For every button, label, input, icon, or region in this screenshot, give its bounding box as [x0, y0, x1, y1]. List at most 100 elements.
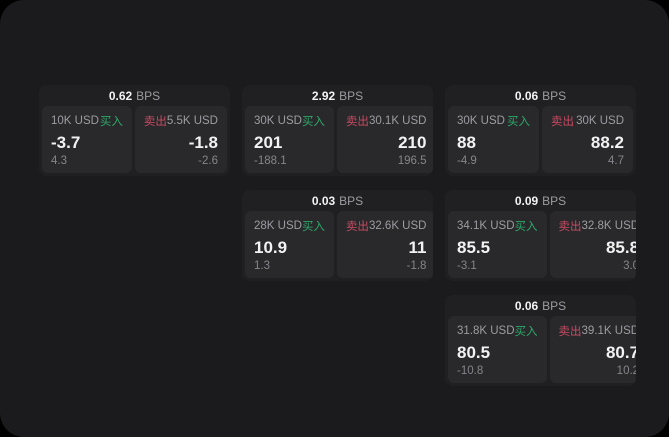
bps-unit-label: BPS: [339, 193, 364, 208]
bps-value: 0.09: [514, 193, 539, 208]
bps-unit-label: BPS: [542, 193, 567, 208]
panel-row: 30K USD 买入 88 -4.9 卖出 30K USD 88.2 4.7: [445, 106, 636, 176]
sell-panel-top: 卖出 32.8K USD: [559, 218, 636, 234]
buy-tag: 买入: [514, 326, 538, 338]
sell-tag: 卖出: [345, 116, 369, 128]
buy-panel-top: 34.1K USD 买入: [457, 218, 538, 234]
buy-panel-top: 31.8K USD 买入: [457, 323, 538, 339]
sell-panel-top: 卖出 30.1K USD: [346, 113, 427, 129]
buy-panel[interactable]: 31.8K USD 买入 80.5 -10.8: [448, 316, 547, 383]
buy-price: 85.5: [457, 237, 491, 257]
bps-value: 0.06: [514, 298, 539, 313]
buy-tag: 买入: [99, 116, 123, 128]
buy-amount: 28K USD: [254, 220, 302, 232]
buy-price: 201: [254, 132, 283, 152]
sell-tag: 卖出: [143, 116, 167, 128]
sell-price: 88.2: [590, 132, 624, 152]
bps-unit-label: BPS: [542, 88, 567, 103]
buy-sub-value: 1.3: [254, 260, 270, 272]
buy-price: 80.5: [457, 342, 491, 362]
sell-price: -1.8: [188, 132, 218, 152]
buy-tag: 买入: [301, 221, 325, 233]
sell-price: 11: [408, 237, 427, 257]
sell-panel[interactable]: 卖出 32.6K USD 11 -1.8: [336, 211, 433, 278]
buy-panel-top: 30K USD 买入: [254, 113, 325, 129]
panel-row: 31.8K USD 买入 80.5 -10.8 卖出 39.1K USD 80.…: [445, 316, 636, 386]
quote-card: 0.09 BPS 34.1K USD 买入 85.5 -3.1 卖出 32.8K…: [445, 190, 636, 281]
buy-panel-top: 10K USD 买入: [51, 113, 123, 129]
panel-row: 28K USD 买入 10.9 1.3 卖出 32.6K USD 11 -1.8: [242, 211, 433, 281]
sell-amount: 30K USD: [576, 115, 624, 127]
buy-price: 10.9: [254, 237, 288, 257]
sell-panel[interactable]: 卖出 30K USD 88.2 4.7: [542, 106, 633, 173]
bps-value: 0.06: [514, 88, 539, 103]
bps-unit-label: BPS: [136, 88, 161, 103]
bps-value: 0.62: [108, 88, 133, 103]
buy-price: 88: [457, 132, 476, 152]
buy-sub-value: -10.8: [457, 365, 484, 377]
sell-tag: 卖出: [558, 221, 582, 233]
buy-panel-top: 30K USD 买入: [457, 113, 530, 129]
sell-panel-top: 卖出 39.1K USD: [559, 323, 636, 339]
buy-panel[interactable]: 34.1K USD 买入 85.5 -3.1: [448, 211, 547, 278]
sell-price: 80.7: [605, 342, 636, 362]
sell-panel[interactable]: 卖出 39.1K USD 80.7 10.2: [549, 316, 636, 383]
buy-amount: 30K USD: [254, 115, 302, 127]
panel-row: 30K USD 买入 201 -188.1 卖出 30.1K USD 210 1…: [242, 106, 433, 176]
buy-tag: 买入: [301, 116, 325, 128]
buy-panel[interactable]: 10K USD 买入 -3.7 4.3: [42, 106, 132, 173]
sell-sub-value: -1.8: [406, 260, 427, 272]
buy-tag: 买入: [507, 116, 530, 128]
sell-amount: 30.1K USD: [368, 115, 427, 127]
quote-card: 0.62 BPS 10K USD 买入 -3.7 4.3 卖出 5.5K USD…: [39, 85, 230, 176]
buy-tag: 买入: [514, 221, 538, 233]
card-header: 0.06 BPS: [445, 85, 636, 106]
card-header: 0.06 BPS: [445, 295, 636, 316]
quote-card-grid: 0.62 BPS 10K USD 买入 -3.7 4.3 卖出 5.5K USD…: [39, 85, 636, 386]
card-header: 2.92 BPS: [242, 85, 433, 106]
sell-sub-value: 3.0: [623, 260, 636, 272]
sell-panel[interactable]: 卖出 32.8K USD 85.8 3.0: [549, 211, 636, 278]
sell-price: 210: [398, 132, 427, 152]
panel-row: 34.1K USD 买入 85.5 -3.1 卖出 32.8K USD 85.8…: [445, 211, 636, 281]
buy-amount: 10K USD: [51, 115, 99, 127]
sell-panel-top: 卖出 5.5K USD: [144, 113, 218, 129]
buy-amount: 30K USD: [457, 115, 505, 127]
sell-sub-value: 196.5: [397, 155, 427, 167]
quote-card: 2.92 BPS 30K USD 买入 201 -188.1 卖出 30.1K …: [242, 85, 433, 176]
sell-tag: 卖出: [551, 116, 574, 128]
sell-sub-value: 10.2: [616, 365, 636, 377]
bps-unit-label: BPS: [339, 88, 364, 103]
buy-amount: 31.8K USD: [457, 325, 515, 337]
card-header: 0.09 BPS: [445, 190, 636, 211]
buy-panel-top: 28K USD 买入: [254, 218, 325, 234]
sell-panel[interactable]: 卖出 30.1K USD 210 196.5: [336, 106, 433, 173]
buy-panel[interactable]: 28K USD 买入 10.9 1.3: [245, 211, 334, 278]
sell-tag: 卖出: [345, 221, 369, 233]
bps-value: 2.92: [311, 88, 336, 103]
bps-value: 0.03: [311, 193, 336, 208]
sell-sub-value: 4.7: [608, 155, 624, 167]
sell-panel[interactable]: 卖出 5.5K USD -1.8 -2.6: [134, 106, 227, 173]
buy-price: -3.7: [51, 132, 81, 152]
sell-price: 85.8: [605, 237, 636, 257]
sell-amount: 5.5K USD: [166, 115, 218, 127]
sell-panel-top: 卖出 32.6K USD: [346, 218, 427, 234]
sell-panel-top: 卖出 30K USD: [551, 113, 624, 129]
bps-unit-label: BPS: [542, 298, 567, 313]
sell-tag: 卖出: [558, 326, 582, 338]
sell-amount: 39.1K USD: [581, 325, 636, 337]
buy-sub-value: -3.1: [457, 260, 477, 272]
sell-sub-value: -2.6: [198, 155, 218, 167]
card-header: 0.03 BPS: [242, 190, 433, 211]
sell-amount: 32.6K USD: [368, 220, 427, 232]
panel-row: 10K USD 买入 -3.7 4.3 卖出 5.5K USD -1.8 -2.…: [39, 106, 230, 176]
buy-amount: 34.1K USD: [457, 220, 515, 232]
card-header: 0.62 BPS: [39, 85, 230, 106]
quote-card: 0.06 BPS 30K USD 买入 88 -4.9 卖出 30K USD 8…: [445, 85, 636, 176]
buy-sub-value: -188.1: [254, 155, 287, 167]
buy-panel[interactable]: 30K USD 买入 201 -188.1: [245, 106, 334, 173]
quote-card: 0.03 BPS 28K USD 买入 10.9 1.3 卖出 32.6K US…: [242, 190, 433, 281]
buy-panel[interactable]: 30K USD 买入 88 -4.9: [448, 106, 539, 173]
